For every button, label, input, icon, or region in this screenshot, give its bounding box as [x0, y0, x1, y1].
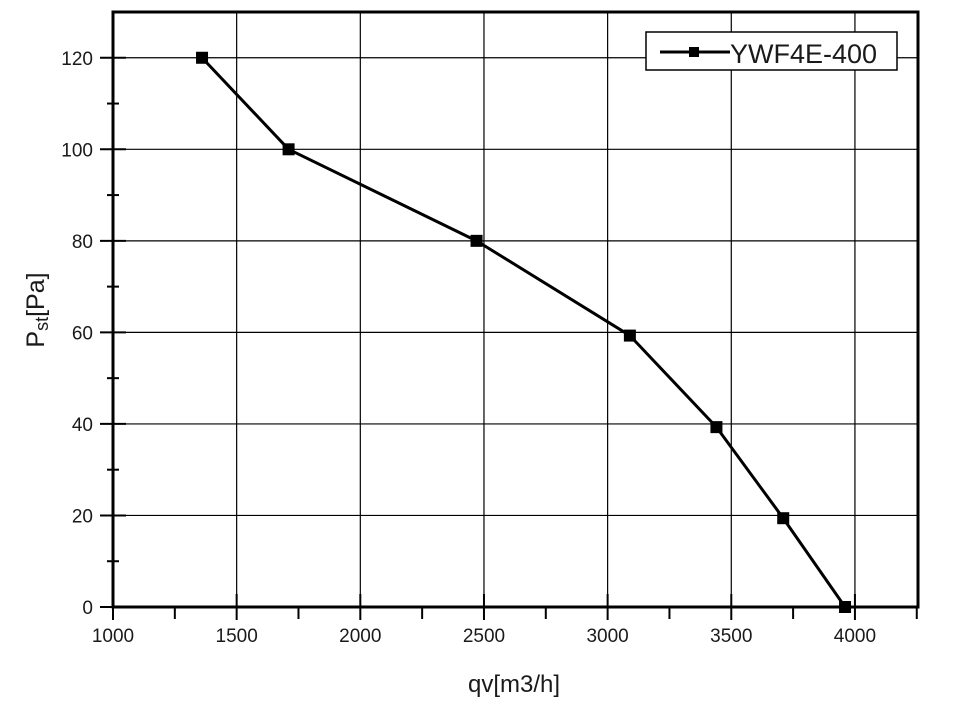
x-tick-label: 4000 — [834, 626, 876, 647]
plot-frame — [111, 10, 920, 609]
x-tick-label: 1500 — [216, 626, 258, 647]
x-axis-label: qv[m3/h] — [468, 671, 560, 698]
x-tick-label: 3000 — [586, 626, 628, 647]
y-axis-label-main: P — [22, 331, 50, 348]
grid — [113, 12, 918, 607]
data-point — [623, 329, 636, 342]
series — [196, 51, 852, 613]
x-tick-label: 3500 — [710, 626, 752, 647]
x-tick-label: 2000 — [339, 626, 381, 647]
y-tick-label: 20 — [72, 506, 93, 527]
legend: YWF4E-400 — [645, 31, 898, 71]
axes — [111, 10, 920, 609]
data-point — [777, 512, 790, 525]
y-tick-label: 80 — [72, 232, 93, 253]
y-axis-label-unit: [Pa] — [22, 272, 50, 316]
y-tick-label: 60 — [72, 323, 93, 344]
data-point — [710, 421, 723, 434]
y-tick-label: 40 — [72, 415, 93, 436]
data-point — [839, 601, 852, 613]
data-point — [282, 143, 295, 156]
y-axis-label: Pst[Pa] — [22, 272, 52, 347]
legend-label: YWF4E-400 — [730, 39, 877, 69]
data-point — [470, 234, 483, 247]
data-point — [196, 51, 209, 64]
y-tick-label: 0 — [82, 598, 93, 619]
legend-marker-icon — [689, 47, 699, 57]
y-axis-label-sub: st — [32, 317, 52, 331]
ticks: 1000 1500 2000 2500 3000 3500 4000 0 20 40 60 80 100… — [61, 49, 918, 647]
x-tick-label: 1000 — [92, 626, 134, 647]
x-tick-label: 2500 — [463, 626, 505, 647]
y-tick-label: 100 — [61, 140, 93, 161]
y-tick-label: 120 — [61, 49, 93, 70]
